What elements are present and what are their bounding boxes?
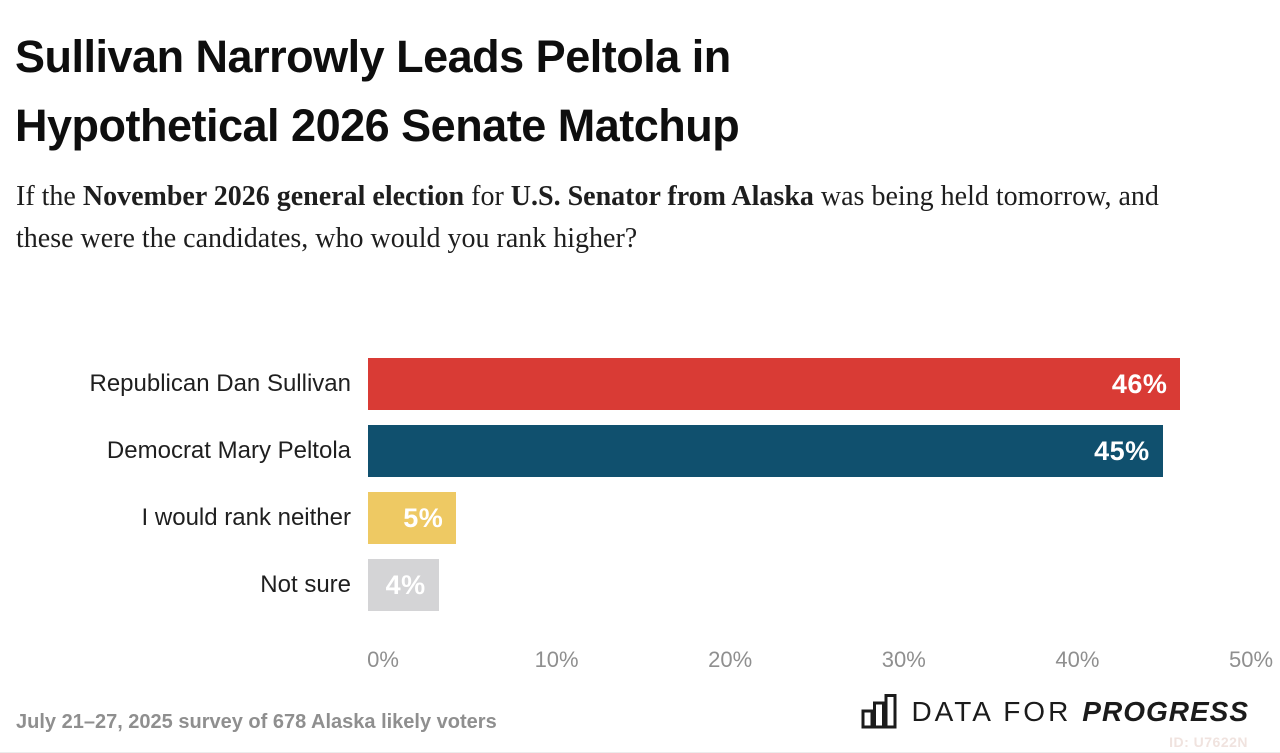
question-bold-segment: U.S. Senator from Alaska xyxy=(510,181,814,212)
dfp-logo: DATA FOR PROGRESS xyxy=(860,694,1249,730)
bar: 46% xyxy=(368,358,1181,410)
bar-value-label: 46% xyxy=(1111,368,1168,399)
question-segment: for xyxy=(464,181,511,212)
question-segment: was being held tomorrow, and these were … xyxy=(16,181,1159,254)
bar-track: 46% xyxy=(368,358,1251,410)
bar: 4% xyxy=(368,559,439,611)
bar-track: 5% xyxy=(368,492,1251,544)
x-axis-tick-label: 40% xyxy=(1055,647,1100,672)
question-segment: If the xyxy=(16,181,83,212)
watermark-id: ID: U7622N xyxy=(1169,734,1248,750)
category-label: Republican Dan Sullivan xyxy=(89,370,352,397)
x-axis-tick-label: 20% xyxy=(708,647,753,672)
logo-text-data-for: DATA FOR xyxy=(911,696,1072,727)
bar: 45% xyxy=(368,425,1163,477)
x-axis-tick-label: 50% xyxy=(1228,647,1274,672)
bar-row: Democrat Mary Peltola 45% xyxy=(0,425,1280,477)
page-title: Sullivan Narrowly Leads Peltola in Hypot… xyxy=(15,31,740,151)
chart-header: Sullivan Narrowly Leads Peltola in Hypot… xyxy=(0,22,1280,260)
bar-value-label: 45% xyxy=(1094,435,1150,466)
bar-row: I would rank neither 5% xyxy=(0,492,1280,544)
x-axis-tick-label: 30% xyxy=(881,647,926,672)
survey-question: If the November 2026 general election fo… xyxy=(16,176,1201,260)
bar-track: 4% xyxy=(368,559,1251,611)
question-bold-segment: November 2026 general election xyxy=(82,181,465,212)
bar-chart-icon xyxy=(861,694,897,729)
bar-value-label: 4% xyxy=(385,569,426,600)
source-note: July 21–27, 2025 survey of 678 Alaska li… xyxy=(16,711,497,733)
x-axis-tick-label: 0% xyxy=(367,647,399,672)
x-axis: 0% 10% 20% 30% 40% 50% xyxy=(367,647,1273,673)
x-axis-tick-label: 10% xyxy=(534,647,579,672)
logo-text-progress: PROGRESS xyxy=(1082,696,1249,727)
chart-rows: Republican Dan Sullivan 46% Democrat Mary … xyxy=(0,358,1280,611)
bar-row: Republican Dan Sullivan 46% xyxy=(0,358,1280,410)
category-label: Democrat Mary Peltola xyxy=(106,437,351,464)
category-label: Not sure xyxy=(260,571,351,598)
bar-track: 45% xyxy=(368,425,1251,477)
bar-chart: Republican Dan Sullivan 46% Democrat Mary … xyxy=(0,358,1280,673)
bar-row: Not sure 4% xyxy=(0,559,1280,611)
category-label: I would rank neither xyxy=(141,504,351,531)
bar-value-label: 5% xyxy=(403,502,444,533)
bar: 5% xyxy=(368,492,457,544)
